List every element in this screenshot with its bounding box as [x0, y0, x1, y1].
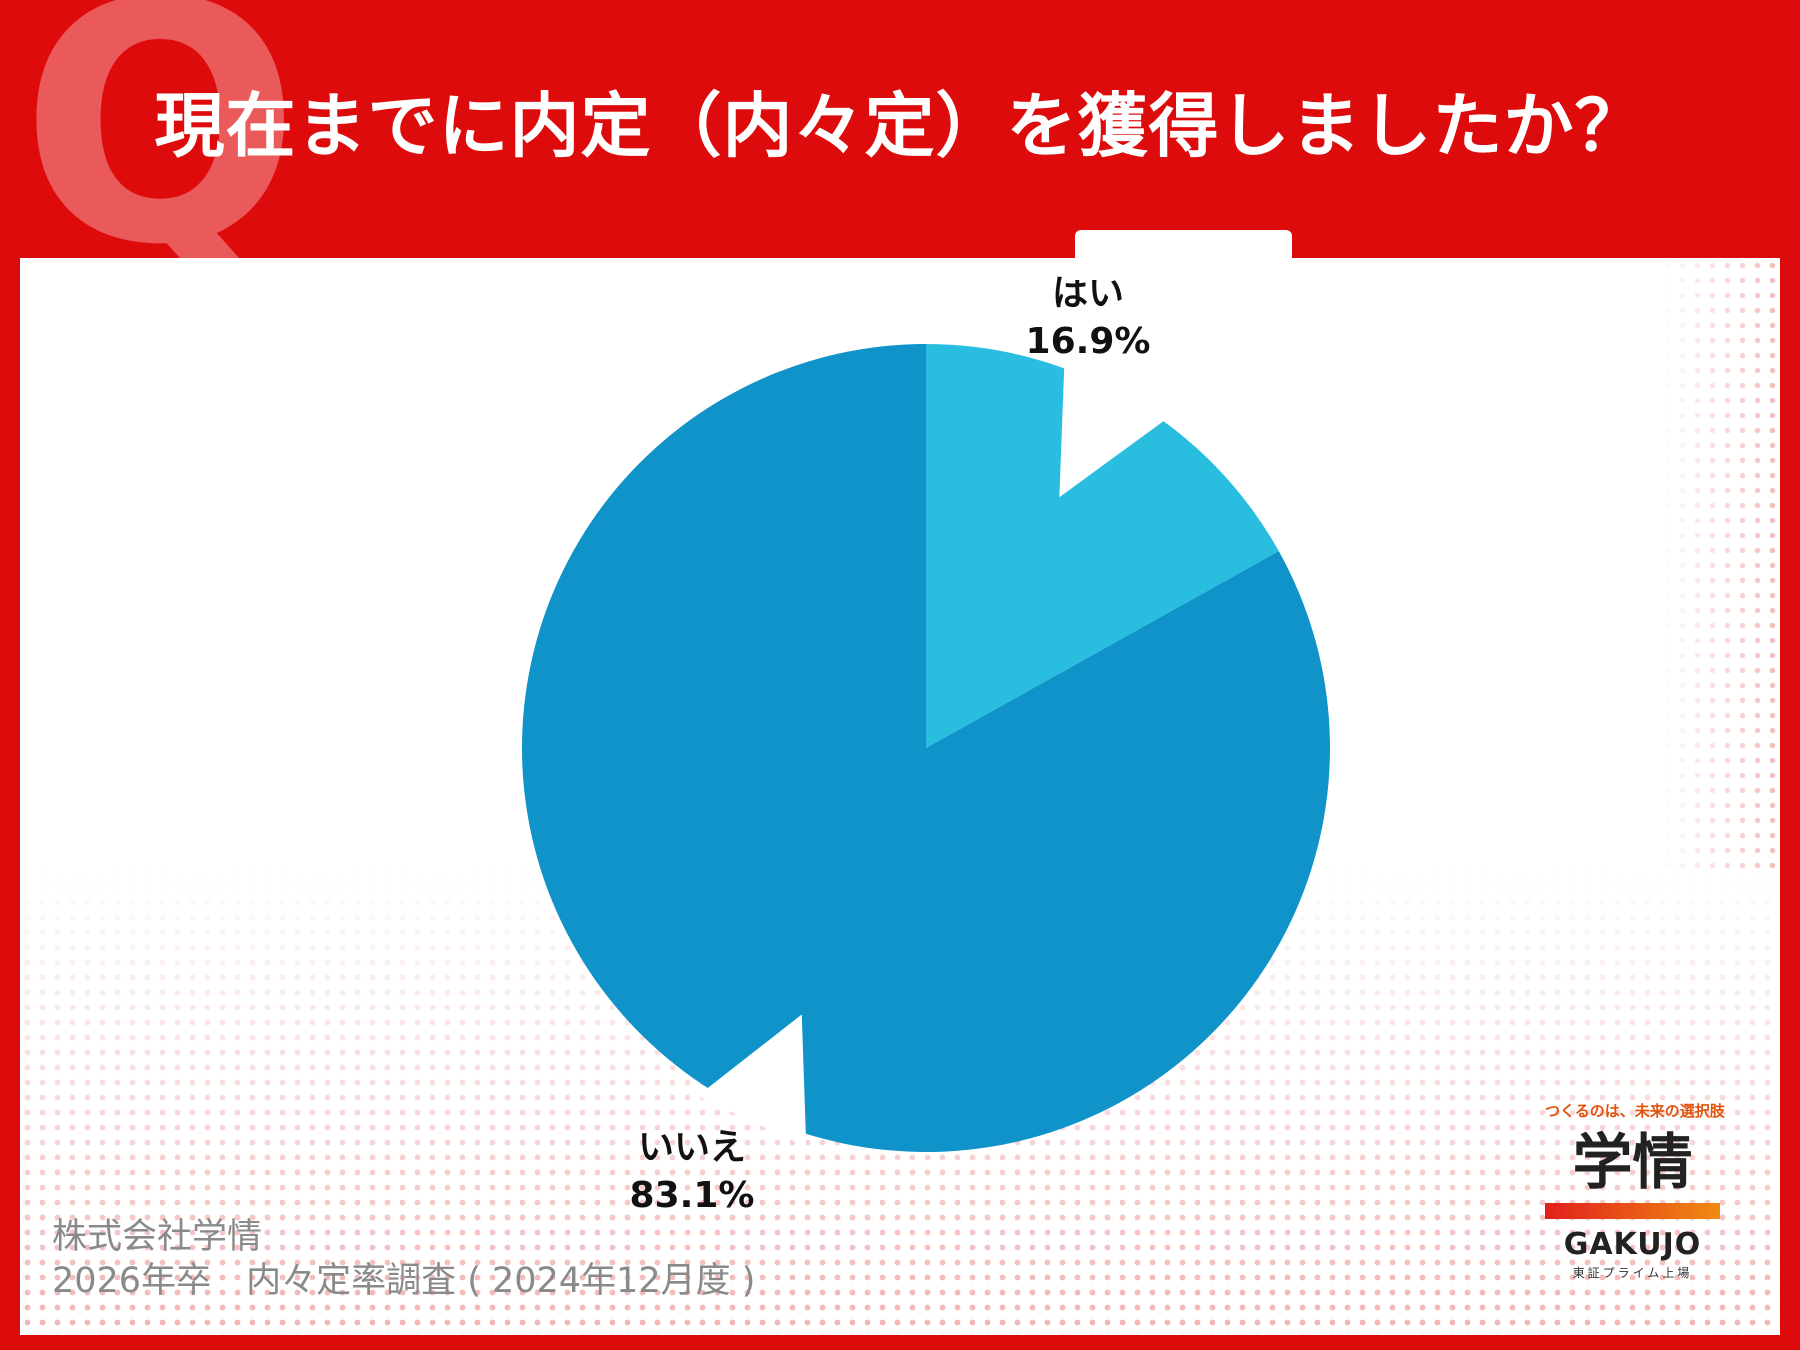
logo-listing: 東証プライム上場 [1572, 1266, 1693, 1280]
dot-pattern-right [1660, 258, 1780, 878]
label-tab [1075, 230, 1292, 280]
slice-label-no: いいえ 83.1% [582, 1124, 802, 1220]
source-line-1: 株式会社学情 [52, 1217, 263, 1257]
pie-chart [522, 344, 1330, 1152]
slice-label-yes-value: 16.9% [1025, 321, 1151, 362]
label-pointer-no [697, 1014, 807, 1147]
label-pointer-yes [1059, 355, 1175, 498]
gakujo-logo: つくるのは、未来の選択肢 学情 GAKUJO 東証プライム上場 [1545, 1100, 1725, 1281]
page-title: 現在までに内定（内々定）を獲得しましたか？ [154, 85, 1646, 167]
logo-gradient-bar [1545, 1203, 1720, 1219]
source-line-2: 2026年卒 内々定率調査 ( 2024年12月度 ) [52, 1261, 756, 1301]
logo-name-en: GAKUJO [1563, 1227, 1702, 1262]
logo-tagline: つくるのは、未来の選択肢 [1545, 1102, 1725, 1120]
q-mark-decoration: Q [20, 0, 301, 317]
slice-label-no-value: 83.1% [629, 1175, 755, 1216]
source-note: 株式会社学情 2026年卒 内々定率調査 ( 2024年12月度 ) [52, 1215, 755, 1303]
logo-kanji: 学情 [1572, 1128, 1693, 1198]
pie-slice-yes [926, 344, 1279, 748]
slice-label-yes: はい 16.9% [978, 270, 1198, 366]
slice-label-no-name: いいえ [637, 1127, 746, 1168]
pie-slice-no [522, 344, 1330, 1152]
chart-panel: はい 16.9% いいえ 83.1% [20, 258, 1780, 1335]
